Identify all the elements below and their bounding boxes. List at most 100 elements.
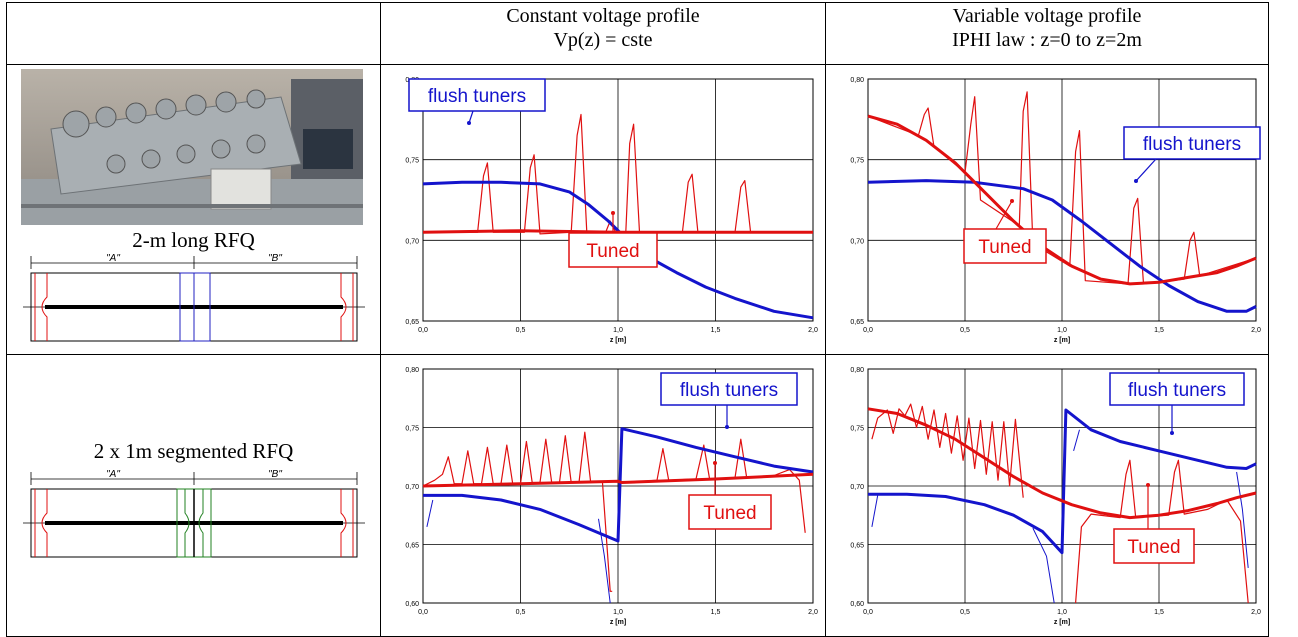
header-variable: Variable voltage profile IPHI law : z=0 … (825, 2, 1269, 65)
x-tick-label: 0,5 (960, 609, 970, 616)
x-tick-label: 2,0 (1251, 327, 1261, 334)
series-tuned-line (867, 407, 1257, 520)
rfq-photo (21, 69, 363, 225)
y-tick-label: 0,75 (405, 426, 419, 433)
chart-row1-variable: 0,0 0,5 1,0 1,5 2,0 0,65 0,70 0,75 0,80 z [m] flus… (850, 77, 1261, 344)
x-axis-label: z [m] (610, 337, 626, 344)
row2-caption: 2 x 1m segmented RFQ (93, 439, 294, 463)
row1-caption: 2-m long RFQ (132, 228, 255, 252)
rfq-schematic-segmented: "A" "B" (23, 469, 365, 558)
x-tick-label: 1,5 (711, 327, 721, 334)
series-detail-line (871, 495, 879, 527)
chart-cell-row2-variable: 0,0 0,5 1,0 1,5 2,0 0,60 0,65 0,70 0,75 0,80 z [m]… (825, 354, 1269, 637)
series-tuned-line (867, 114, 1257, 286)
flush-label: flush tuners (1143, 134, 1241, 155)
y-tick-label: 0,65 (850, 543, 864, 550)
flush-label-box (1109, 372, 1245, 406)
y-tick-label: 0,75 (405, 158, 419, 165)
flush-callout-arrowhead (1170, 431, 1174, 435)
tuned-label: Tuned (978, 237, 1031, 258)
tuned-callout-arrowhead (713, 461, 717, 465)
y-tick-label: 0,75 (850, 426, 864, 433)
y-tick-label: 0,65 (405, 543, 419, 550)
chart-row1-constant: 0,00,51,01,52,00,650,700,750,80z [m]flus… (405, 77, 818, 344)
chart-cell-row2-constant: 0,0 0,5 1,0 1,5 2,0 0,60 0,65 0,70 0,75 0,80 z [m]… (380, 354, 826, 637)
header-constant: Constant voltage profile Vp(z) = cste (380, 2, 826, 65)
flush-callout-arrow (1135, 158, 1157, 182)
x-tick-label: 0,0 (863, 609, 873, 616)
series-tuned-line (422, 472, 814, 488)
x-tick-label: 2,0 (808, 609, 818, 616)
tuned-label-box (963, 228, 1047, 264)
x-tick-label: 1,0 (613, 609, 623, 616)
x-tick-label: 1,0 (613, 327, 623, 334)
header-constant-line2: Vp(z) = cste (553, 29, 653, 51)
tuned-label-box (1113, 528, 1195, 564)
y-tick-label: 0,80 (405, 367, 419, 374)
section-b-label: "B" (268, 253, 282, 264)
tuned-callout-arrowhead (611, 211, 615, 215)
y-tick-label: 0,70 (405, 238, 419, 245)
x-tick-label: 1,5 (1154, 609, 1164, 616)
tuned-label: Tuned (703, 503, 756, 524)
series-tuned-line (422, 229, 813, 234)
corner-cell (6, 2, 381, 65)
series-detail-line (598, 518, 611, 604)
series-flush-tuners-line (422, 180, 814, 320)
series-detail-line (1236, 471, 1249, 568)
flush-label-box (408, 78, 546, 112)
section-a-label: "A" (106, 253, 120, 264)
series-detail-line (426, 499, 434, 528)
x-tick-label: 0,0 (418, 327, 428, 334)
x-tick-label: 2,0 (1251, 609, 1261, 616)
section-a-label: "A" (106, 469, 120, 480)
x-tick-label: 0,5 (960, 327, 970, 334)
x-axis-label: z [m] (610, 619, 626, 626)
series-flush-tuners-line (423, 427, 814, 543)
header-constant-line1: Constant voltage profile (506, 5, 700, 27)
y-tick-label: 0,65 (850, 319, 864, 326)
row2-label-cell: 2 x 1m segmented RFQ "A" "B" (6, 354, 381, 637)
x-tick-label: 1,0 (1057, 327, 1067, 334)
rfq-schematic-single: "A" "B" (23, 253, 365, 342)
x-tick-label: 0,0 (418, 609, 428, 616)
x-axis-label: z [m] (1054, 619, 1070, 626)
series-detail-line (1032, 527, 1055, 604)
x-axis-label: z [m] (1054, 337, 1070, 344)
flush-callout-arrowhead (725, 425, 729, 429)
y-tick-label: 0,65 (405, 319, 419, 326)
x-tick-label: 1,0 (1057, 609, 1067, 616)
x-tick-label: 0,5 (516, 327, 526, 334)
tuned-callout-arrowhead (1010, 199, 1014, 203)
y-tick-label: 0,60 (850, 601, 864, 608)
series-flush-tuners-line (868, 408, 1257, 555)
y-tick-label: 0,60 (405, 601, 419, 608)
x-tick-label: 0,0 (863, 327, 873, 334)
x-tick-label: 2,0 (808, 327, 818, 334)
x-tick-label: 1,5 (1154, 327, 1164, 334)
flush-label-box (660, 372, 798, 406)
y-tick-label: 0,70 (850, 238, 864, 245)
flush-callout-arrowhead (467, 121, 471, 125)
header-variable-line1: Variable voltage profile (952, 5, 1142, 27)
header-variable-line2: IPHI law : z=0 to z=2m (952, 29, 1142, 51)
tuned-label-box (688, 494, 772, 530)
chart-cell-row1-constant: 0,00,51,01,52,00,650,700,750,80z [m]flus… (380, 64, 826, 355)
x-tick-label: 1,5 (711, 609, 721, 616)
y-tick-label: 0,80 (850, 367, 864, 374)
flush-callout-arrow (468, 110, 474, 124)
y-tick-label: 0,75 (850, 158, 864, 165)
chart-row2-variable: 0,0 0,5 1,0 1,5 2,0 0,60 0,65 0,70 0,75 0,80 z [m]… (850, 367, 1261, 626)
tuned-label: Tuned (586, 241, 639, 262)
chart-row2-constant: 0,0 0,5 1,0 1,5 2,0 0,60 0,65 0,70 0,75 0,80 z [m]… (405, 367, 818, 626)
series-detail-line (871, 403, 1024, 498)
flush-label: flush tuners (1128, 380, 1226, 401)
section-b-label: "B" (268, 469, 282, 480)
y-tick-label: 0,70 (405, 484, 419, 491)
tuned-label-box (568, 232, 658, 268)
comparison-table: Constant voltage profile Vp(z) = cste Va… (6, 2, 1269, 637)
flush-label: flush tuners (680, 380, 778, 401)
flush-callout-arrowhead (1134, 179, 1138, 183)
tuned-callout-arrow (995, 200, 1013, 230)
flush-label-box (1123, 126, 1261, 160)
